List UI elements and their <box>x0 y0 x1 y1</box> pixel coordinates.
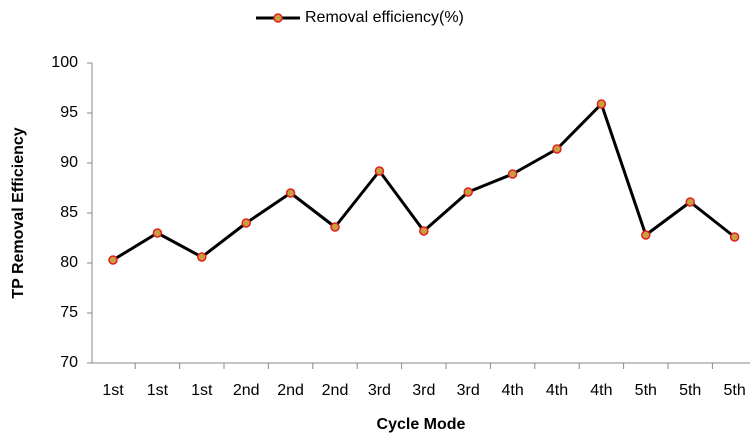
legend-marker <box>273 13 283 23</box>
x-tick-label: 1st <box>191 382 213 399</box>
x-tick-label: 4th <box>590 382 612 399</box>
marker <box>197 252 207 262</box>
x-tick-label: 4th <box>546 382 568 399</box>
x-tick-label: 5th <box>679 382 701 399</box>
y-tick-label: 75 <box>60 304 78 321</box>
x-tick-label: 3rd <box>412 382 435 399</box>
y-tick-label: 95 <box>60 104 78 121</box>
marker <box>463 187 473 197</box>
marker <box>330 222 340 232</box>
x-tick-label: 5th <box>635 382 657 399</box>
marker <box>507 169 518 179</box>
y-tick-label: 70 <box>60 354 78 371</box>
x-tick-label: 4th <box>501 382 523 399</box>
x-tick-label: 2nd <box>277 382 304 399</box>
x-tick-label: 5th <box>723 382 745 399</box>
x-tick-label: 2nd <box>322 382 349 399</box>
x-axis-label: Cycle Mode <box>377 416 466 433</box>
x-tick-label: 3rd <box>457 382 480 399</box>
y-tick-label: 90 <box>60 154 78 171</box>
marker <box>685 197 695 207</box>
marker <box>729 232 740 242</box>
marker <box>641 230 651 240</box>
marker <box>241 218 251 228</box>
x-tick-label: 2nd <box>233 382 260 399</box>
marker <box>108 255 118 265</box>
marker <box>152 228 163 238</box>
x-tick-label: 1st <box>147 382 169 399</box>
legend-label: Removal efficiency(%) <box>305 9 464 26</box>
marker <box>285 188 296 198</box>
y-axis-label: TP Removal Efficiency <box>10 127 27 298</box>
y-tick-label: 85 <box>60 204 78 221</box>
marker <box>419 226 429 236</box>
y-tick-label: 80 <box>60 254 78 271</box>
y-tick-label: 100 <box>51 54 78 71</box>
marker <box>596 99 607 109</box>
marker <box>552 144 562 154</box>
x-tick-label: 1st <box>102 382 124 399</box>
x-tick-label: 3rd <box>368 382 391 399</box>
marker <box>374 166 385 176</box>
